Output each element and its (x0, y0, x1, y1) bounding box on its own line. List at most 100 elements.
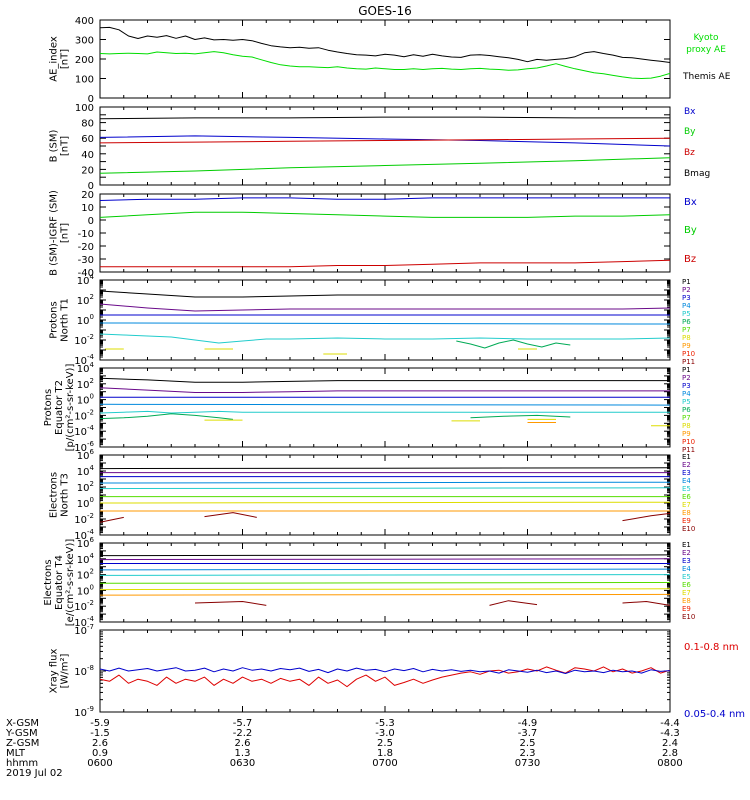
panel-frame (99, 193, 671, 273)
series-line (99, 558, 671, 561)
orbit-row-label: hhmm (6, 758, 38, 769)
y-tick-label: 100 (77, 496, 94, 510)
legend-entry: E10 (682, 613, 695, 621)
legend-entry: P5 (682, 398, 691, 406)
y-axis-label: Xray flux (49, 649, 60, 694)
orbit-value: 0700 (372, 758, 397, 769)
y-axis-label: [p/(cm²-s-sr-keV)] (65, 364, 76, 452)
y-tick-label: 10-8 (74, 664, 94, 678)
y-tick-label: 100 (77, 583, 94, 597)
legend-entry: Kyoto (693, 33, 719, 43)
orbit-row-label: MLT (6, 748, 26, 759)
legend-entry: E8 (682, 597, 691, 605)
y-axis-label: B (SM) (49, 129, 60, 162)
y-tick-label: 60 (81, 134, 94, 145)
y-tick-exponent: 6 (90, 536, 95, 544)
series-line (99, 403, 671, 406)
y-tick-label: 40 (81, 150, 94, 161)
legend-entry: E2 (682, 461, 691, 469)
legend-entry: By (684, 225, 697, 236)
y-tick-label: 10-2 (74, 408, 94, 422)
legend-entry: P10 (682, 350, 695, 358)
series-line (99, 554, 671, 557)
orbit-value: -4.4 (660, 718, 680, 729)
series-line (99, 487, 671, 490)
legend-entry: P3 (682, 382, 691, 390)
y-axis-label: [W/m²] (60, 653, 71, 688)
orbit-value: 0630 (230, 758, 255, 769)
series-line (99, 481, 671, 484)
y-axis-label: North T1 (60, 298, 71, 342)
legend-entry: Themis AE (682, 72, 731, 82)
legend-entry: E7 (682, 501, 691, 509)
legend-entry: P9 (682, 342, 691, 350)
y-tick-label: 104 (77, 273, 95, 287)
y-tick-exponent: 2 (90, 568, 94, 576)
y-tick-label: 102 (77, 568, 94, 582)
orbit-value: -3.7 (518, 728, 538, 739)
y-tick-label: 10-2 (74, 512, 94, 526)
legend-entry: P9 (682, 430, 691, 438)
series-line (622, 512, 671, 522)
orbit-value: 2.6 (92, 738, 108, 749)
y-tick-label: 0 (88, 181, 94, 192)
y-tick-label: 10 (81, 203, 94, 214)
orbit-row-label: Y-GSM (5, 728, 38, 739)
y-tick-exponent: -4 (87, 424, 95, 432)
legend-entry: P7 (682, 414, 691, 422)
orbit-value: 0600 (87, 758, 112, 769)
orbit-value: -4.9 (518, 718, 538, 729)
y-tick-exponent: 6 (90, 448, 95, 456)
legend-entry: E5 (682, 573, 691, 581)
y-tick-exponent: 2 (90, 293, 94, 301)
orbit-value: -3.0 (375, 728, 395, 739)
legend-entry: E7 (682, 589, 691, 597)
legend-entry: P5 (682, 310, 691, 318)
panel-frame (99, 279, 671, 361)
orbit-value: 0800 (657, 758, 682, 769)
y-tick-label: -20 (78, 242, 94, 253)
legend-entry: proxy AE (686, 45, 726, 55)
y-axis-label: [nT] (60, 136, 71, 156)
legend-entry: E1 (682, 541, 691, 549)
series-line (204, 512, 257, 518)
y-tick-label: 102 (77, 377, 94, 391)
y-tick-exponent: 2 (90, 480, 94, 488)
y-tick-label: -30 (78, 255, 94, 266)
y-tick-label: 104 (77, 464, 95, 478)
orbit-value: 1.3 (235, 748, 251, 759)
y-tick-label: 10-4 (74, 424, 94, 438)
series-line (99, 582, 671, 584)
series-line (470, 414, 571, 419)
y-tick-exponent: 0 (90, 583, 94, 591)
legend-entry: P6 (682, 406, 691, 414)
y-tick-label: -40 (78, 268, 94, 279)
legend-entry: E9 (682, 605, 691, 613)
y-tick-label: 100 (77, 313, 94, 327)
y-tick-label: 200 (75, 55, 94, 66)
series-line (99, 197, 670, 201)
legend-entry: Bz (684, 254, 696, 265)
series-line (100, 259, 671, 268)
series-line (99, 26, 671, 63)
y-tick-exponent: 0 (90, 496, 94, 504)
legend-entry: E5 (682, 485, 691, 493)
series-line (99, 516, 124, 523)
y-tick-label: 104 (77, 552, 95, 566)
series-line (99, 413, 234, 420)
series-line (99, 303, 671, 312)
series-line (622, 601, 671, 606)
y-tick-label: 10-7 (74, 623, 94, 637)
legend-entry: 0.05-0.4 nm (684, 709, 745, 720)
series-line (456, 339, 571, 349)
series-line (99, 137, 671, 144)
panel-1: 0 100 200 300 400 AE_index [nT] Kyoto proxy AE Th… (49, 16, 731, 105)
plot-title: GOES-16 (358, 4, 412, 18)
y-tick-exponent: 4 (90, 273, 95, 281)
legend-entry: P6 (682, 318, 691, 326)
legend-entry: Bx (684, 107, 696, 117)
orbit-row-label: 2019 Jul 02 (6, 768, 63, 779)
